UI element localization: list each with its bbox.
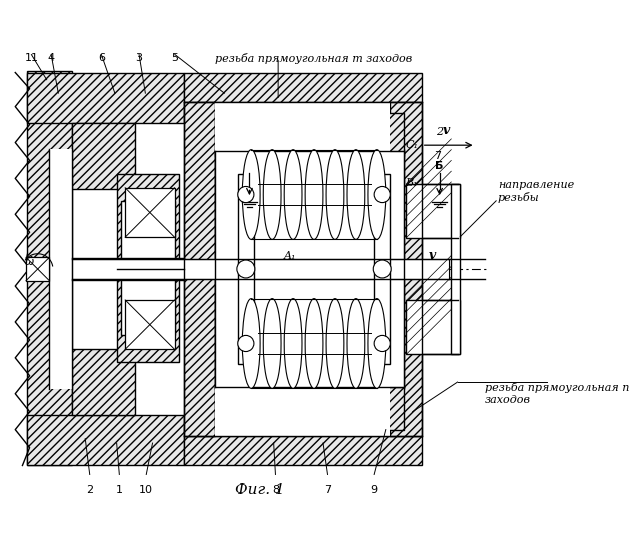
Circle shape [374, 187, 390, 203]
Bar [125, 188, 175, 237]
Text: v: v [443, 124, 451, 137]
Bar [72, 123, 134, 189]
Ellipse shape [347, 299, 365, 388]
Text: A₁: A₁ [284, 251, 296, 260]
Bar [27, 70, 72, 465]
Circle shape [238, 335, 254, 351]
Text: 5: 5 [172, 53, 179, 63]
Bar [215, 149, 243, 389]
Circle shape [374, 335, 390, 351]
Bar [215, 386, 404, 430]
Bar [184, 436, 422, 465]
Text: направление
резьбы: направление резьбы [498, 180, 574, 203]
Bar [215, 113, 404, 156]
Bar [121, 268, 175, 335]
Text: Фиг. 1: Фиг. 1 [236, 483, 285, 497]
Circle shape [237, 260, 255, 278]
Text: 3: 3 [136, 53, 143, 63]
Ellipse shape [326, 150, 344, 239]
Bar [121, 201, 175, 268]
Bar [451, 184, 460, 354]
Bar [243, 152, 377, 386]
Ellipse shape [326, 299, 344, 388]
Bar [215, 102, 390, 436]
Bar [72, 349, 134, 415]
Bar [374, 174, 390, 364]
Bar [49, 149, 72, 389]
Circle shape [238, 187, 254, 203]
Bar [72, 259, 449, 279]
Text: v: v [429, 249, 436, 262]
Ellipse shape [368, 299, 386, 388]
Ellipse shape [368, 150, 386, 239]
Bar [215, 152, 404, 386]
Bar [125, 249, 174, 289]
Bar [252, 299, 377, 388]
Bar [125, 300, 175, 349]
Ellipse shape [284, 299, 302, 388]
Ellipse shape [284, 150, 302, 239]
Bar [238, 174, 254, 364]
Circle shape [373, 260, 391, 278]
Text: 11: 11 [24, 53, 38, 63]
Text: Б: Б [245, 161, 253, 171]
Bar [26, 257, 49, 281]
Text: ω: ω [25, 257, 35, 266]
Ellipse shape [263, 150, 281, 239]
Text: 1: 1 [116, 485, 123, 495]
Ellipse shape [243, 150, 260, 239]
Bar [184, 102, 215, 436]
Text: 10: 10 [140, 485, 153, 495]
Text: B₁: B₁ [406, 178, 418, 188]
Bar [27, 415, 184, 465]
Bar [377, 149, 404, 389]
Text: резьба прямоугольная п
заходов: резьба прямоугольная п заходов [484, 382, 629, 405]
Text: резьба прямоугольная т заходов: резьба прямоугольная т заходов [216, 53, 413, 64]
Ellipse shape [305, 150, 323, 239]
Text: 6: 6 [98, 53, 105, 63]
Text: 2: 2 [436, 127, 444, 137]
Bar [116, 174, 179, 362]
Text: Б: Б [435, 161, 444, 171]
Text: 2: 2 [86, 485, 93, 495]
Bar [406, 300, 460, 354]
Bar [390, 102, 422, 436]
Ellipse shape [305, 299, 323, 388]
Bar [184, 73, 422, 102]
Bar [27, 73, 184, 123]
Text: 7: 7 [324, 485, 331, 495]
Text: 8: 8 [272, 485, 279, 495]
Ellipse shape [263, 299, 281, 388]
Bar [406, 184, 460, 238]
Text: C₁: C₁ [406, 140, 419, 150]
Text: 9: 9 [371, 485, 378, 495]
Text: 4: 4 [47, 53, 54, 63]
Bar [252, 150, 377, 239]
Ellipse shape [347, 150, 365, 239]
Text: 7: 7 [435, 151, 442, 161]
Ellipse shape [243, 299, 260, 388]
